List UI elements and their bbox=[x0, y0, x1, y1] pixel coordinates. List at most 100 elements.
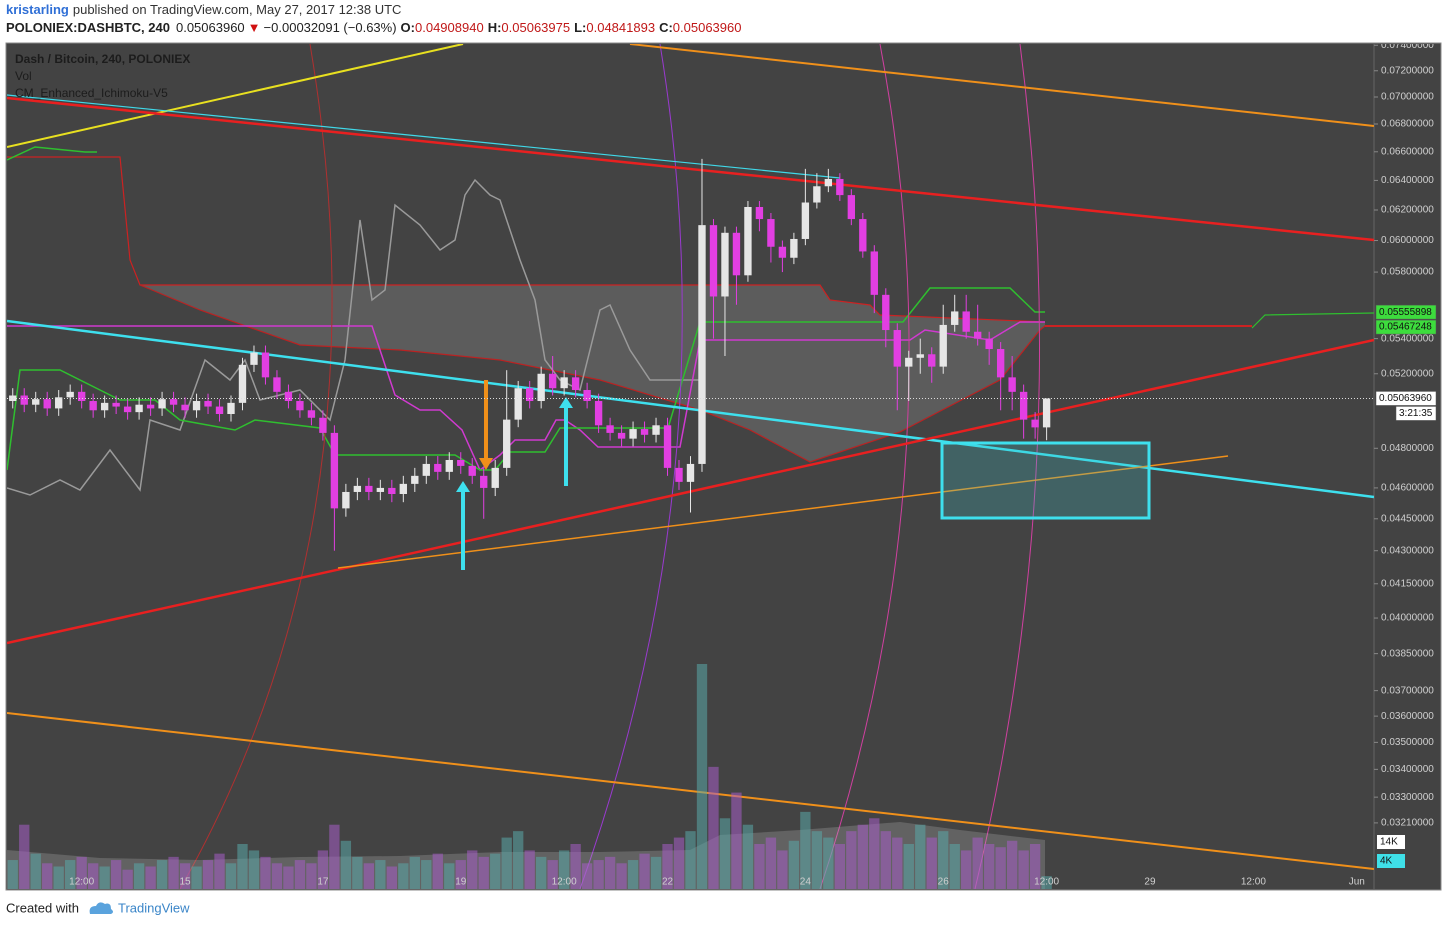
volume-bar bbox=[938, 831, 949, 889]
candle-body bbox=[652, 425, 660, 435]
candle-body bbox=[158, 399, 166, 409]
candle-body bbox=[560, 377, 568, 389]
candle-body bbox=[985, 338, 993, 350]
candle-body bbox=[813, 186, 821, 203]
volume-bar bbox=[191, 866, 202, 889]
volume-bar bbox=[455, 860, 466, 889]
y-tick-label: 0.03850000 bbox=[1381, 648, 1434, 659]
candle-body bbox=[767, 219, 775, 247]
volume-bar bbox=[87, 863, 99, 889]
volume-bar bbox=[214, 853, 225, 889]
senkou-b bbox=[139, 284, 1250, 463]
volume-bar bbox=[168, 856, 179, 889]
candle-body bbox=[640, 429, 649, 435]
volume-bar bbox=[110, 860, 122, 889]
volume-bar bbox=[650, 856, 662, 889]
tenkan-line-start bbox=[7, 146, 97, 161]
candle-body bbox=[1008, 377, 1016, 392]
volume-bar bbox=[673, 837, 685, 889]
volume-bar bbox=[248, 850, 260, 889]
volume-bar bbox=[467, 850, 478, 889]
y-tick-label: 0.03500000 bbox=[1381, 737, 1434, 748]
volume-bar bbox=[202, 860, 214, 889]
arrow-head bbox=[479, 458, 493, 470]
volume-bar bbox=[294, 860, 306, 889]
y-tick-label: 0.06600000 bbox=[1381, 146, 1434, 157]
volume-bar bbox=[1018, 850, 1029, 889]
candle-body bbox=[204, 401, 212, 407]
x-tick-label: 24 bbox=[800, 877, 812, 888]
tradingview-logo[interactable] bbox=[89, 902, 113, 914]
volume-bar bbox=[961, 850, 972, 889]
volume-bar bbox=[903, 844, 914, 889]
volume-bar bbox=[329, 824, 340, 889]
candle-body bbox=[514, 388, 522, 420]
volume-bar bbox=[604, 856, 616, 889]
candle-body bbox=[250, 352, 258, 365]
volume-bar bbox=[846, 831, 857, 889]
candle-body bbox=[181, 404, 189, 411]
volume-bar bbox=[42, 863, 53, 889]
candle-body bbox=[594, 401, 603, 426]
x-tick-label: 12:00 bbox=[552, 877, 577, 888]
candle-body bbox=[962, 311, 970, 332]
candle-body bbox=[457, 459, 465, 466]
countdown-box bbox=[1395, 406, 1437, 421]
candle-body bbox=[192, 401, 201, 411]
x-tick-label: 26 bbox=[938, 877, 950, 888]
candle-body bbox=[951, 311, 959, 325]
candle-body bbox=[215, 406, 224, 415]
volume-bar bbox=[478, 856, 489, 889]
candle-body bbox=[606, 425, 614, 433]
volume-bar bbox=[765, 837, 777, 889]
open-label: O: bbox=[401, 20, 415, 35]
candle-body bbox=[330, 432, 339, 509]
candle-body bbox=[847, 195, 855, 220]
author: kristarling bbox=[6, 2, 69, 17]
fib-arc bbox=[974, 44, 1040, 889]
volume-bar bbox=[926, 837, 937, 889]
volume-bar bbox=[65, 860, 76, 889]
candle-body bbox=[399, 483, 407, 495]
candle-body bbox=[112, 402, 120, 407]
x-tick-label: 29 bbox=[1144, 877, 1156, 888]
volume-bar bbox=[1006, 840, 1018, 889]
senkou-a bbox=[7, 156, 1046, 323]
volume-bar bbox=[892, 837, 903, 889]
volume-bar bbox=[811, 831, 823, 889]
volume-bar bbox=[99, 866, 110, 889]
candle-body bbox=[916, 354, 924, 358]
candle-body bbox=[411, 475, 419, 484]
volume-bar bbox=[145, 866, 156, 889]
candle-body bbox=[32, 399, 40, 405]
change-arrow: ▼ bbox=[248, 20, 261, 35]
volume-bar bbox=[122, 869, 133, 889]
volume-bar bbox=[995, 847, 1006, 889]
volume-bar bbox=[754, 844, 765, 889]
volume-label-box bbox=[1377, 835, 1405, 849]
quote-line: POLONIEX:DASHBTC, 240 0.05063960 ▼ −0.00032… bbox=[6, 20, 741, 35]
symbol: POLONIEX:DASHBTC, 240 bbox=[6, 20, 170, 35]
candle-body bbox=[55, 397, 63, 409]
footer-brand[interactable]: TradingView bbox=[118, 900, 190, 915]
volume-bar bbox=[834, 844, 846, 889]
volume-bar bbox=[501, 837, 512, 889]
candle-body bbox=[20, 395, 28, 405]
candle-body bbox=[9, 395, 17, 402]
volume-bar bbox=[708, 766, 719, 889]
kijun-line bbox=[7, 321, 1045, 472]
candle-body bbox=[548, 373, 557, 389]
candle-body bbox=[583, 390, 591, 402]
legend-entry: CM_Enhanced_Ichimoku-V5 bbox=[15, 86, 168, 100]
price-marker-label: 0.05555898 bbox=[1379, 307, 1432, 318]
y-tick-label: 0.03210000 bbox=[1381, 818, 1434, 829]
x-tick-label: Jun bbox=[1349, 877, 1365, 888]
y-tick-label: 0.04150000 bbox=[1381, 578, 1434, 589]
y-tick-label: 0.03400000 bbox=[1381, 764, 1434, 775]
tenkan-line bbox=[7, 287, 1045, 471]
published: published on TradingView.com, May 27, 20… bbox=[73, 2, 402, 17]
plot-area bbox=[7, 44, 1374, 889]
y-tick-label: 0.03700000 bbox=[1381, 685, 1434, 696]
candle-body bbox=[89, 401, 97, 411]
